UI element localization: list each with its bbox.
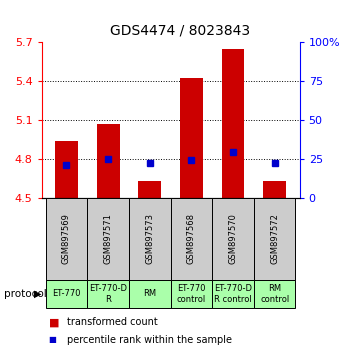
FancyBboxPatch shape: [87, 280, 129, 308]
FancyBboxPatch shape: [254, 280, 295, 308]
Bar: [97, 124, 119, 198]
Text: RM
control: RM control: [260, 284, 289, 303]
Text: GSM897572: GSM897572: [270, 213, 279, 264]
Text: GSM897568: GSM897568: [187, 213, 196, 264]
Text: ▶: ▶: [34, 289, 42, 299]
Bar: [222, 49, 244, 198]
FancyBboxPatch shape: [212, 198, 254, 280]
FancyBboxPatch shape: [87, 198, 129, 280]
FancyBboxPatch shape: [129, 280, 171, 308]
Text: RM: RM: [143, 289, 156, 298]
Text: GSM897569: GSM897569: [62, 213, 71, 264]
Text: ET-770
control: ET-770 control: [177, 284, 206, 303]
Text: ET-770-D
R: ET-770-D R: [89, 284, 127, 303]
FancyBboxPatch shape: [254, 198, 295, 280]
FancyBboxPatch shape: [46, 280, 87, 308]
Text: GSM897570: GSM897570: [229, 213, 238, 264]
Text: GSM897573: GSM897573: [145, 213, 154, 264]
FancyBboxPatch shape: [212, 280, 254, 308]
Text: GDS4474 / 8023843: GDS4474 / 8023843: [110, 23, 251, 37]
FancyBboxPatch shape: [129, 198, 171, 280]
Text: transformed count: transformed count: [67, 318, 157, 327]
Bar: [263, 181, 286, 198]
FancyBboxPatch shape: [171, 198, 212, 280]
Text: GSM897571: GSM897571: [104, 213, 113, 264]
Text: ■: ■: [49, 335, 57, 344]
Text: ET-770-D
R control: ET-770-D R control: [214, 284, 252, 303]
Text: percentile rank within the sample: percentile rank within the sample: [67, 335, 232, 344]
Bar: [180, 78, 203, 198]
FancyBboxPatch shape: [171, 280, 212, 308]
Text: ■: ■: [49, 318, 59, 327]
Text: protocol: protocol: [4, 289, 46, 299]
Bar: [138, 181, 161, 198]
Text: ET-770: ET-770: [52, 289, 81, 298]
FancyBboxPatch shape: [46, 198, 87, 280]
Bar: [55, 141, 78, 198]
